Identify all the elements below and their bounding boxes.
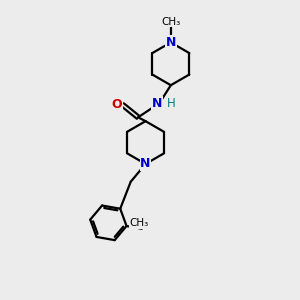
Text: N: N bbox=[140, 158, 151, 170]
Text: N: N bbox=[166, 36, 176, 49]
Text: H: H bbox=[167, 97, 176, 110]
Text: CH₃: CH₃ bbox=[129, 218, 148, 228]
Text: CH₃: CH₃ bbox=[161, 16, 180, 27]
Text: O: O bbox=[111, 98, 122, 111]
Text: N: N bbox=[152, 97, 162, 110]
